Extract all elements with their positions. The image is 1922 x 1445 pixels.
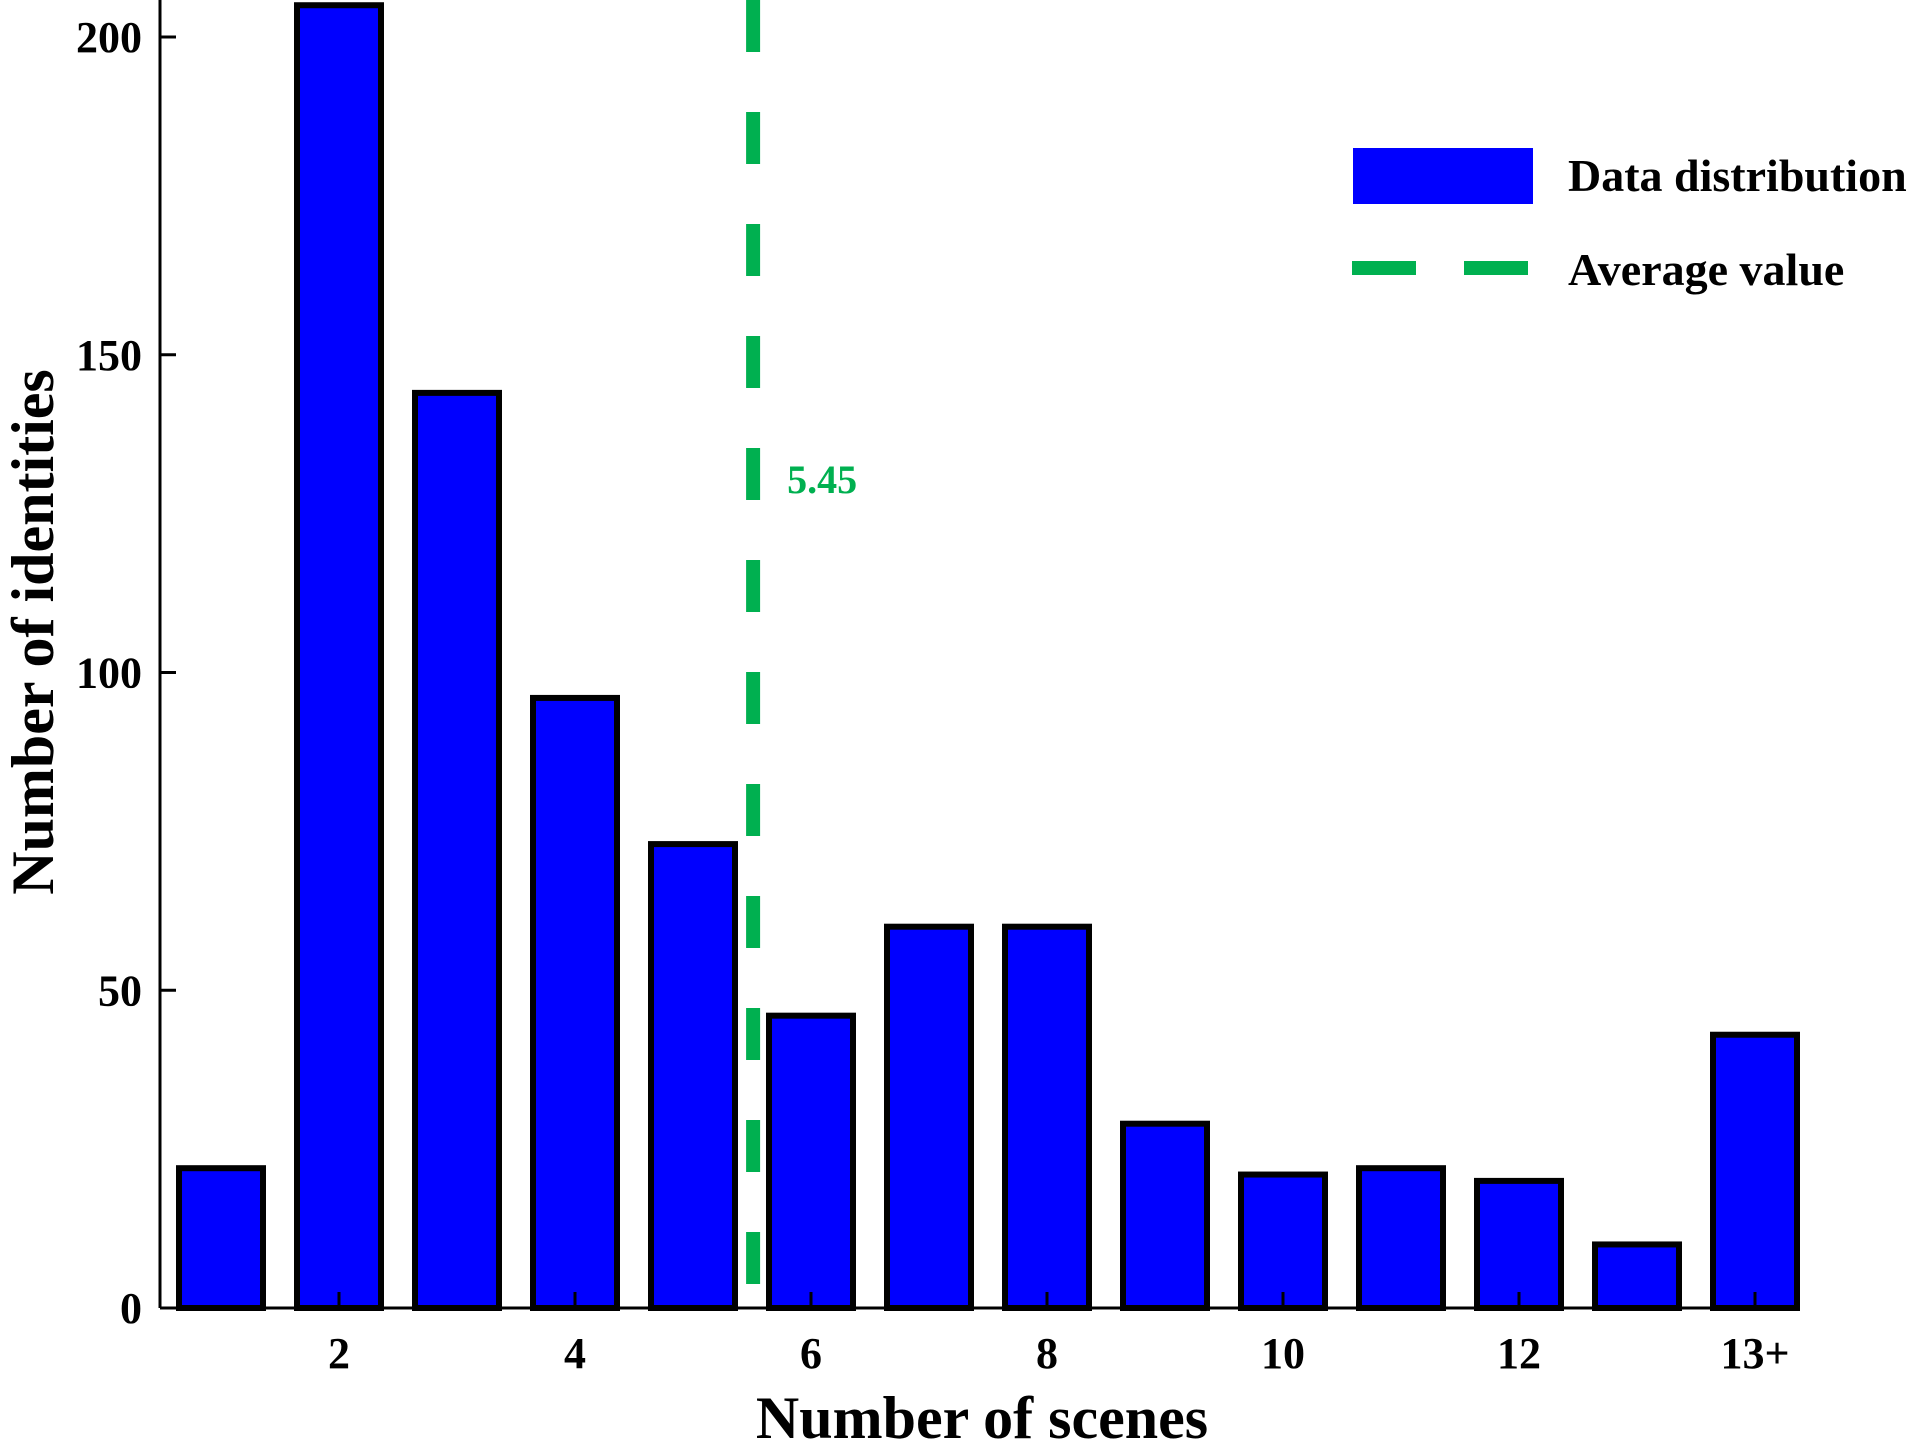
bar-10: [1238, 1171, 1328, 1312]
y-tick-label-0: 0: [120, 1284, 142, 1333]
y-tick-label-200: 200: [76, 13, 142, 62]
bar-11: [1356, 1165, 1446, 1311]
bar-12: [1474, 1177, 1564, 1312]
bar-3: [412, 389, 502, 1311]
y-tick-label-100: 100: [76, 649, 142, 698]
x-tick-label-6: 6: [800, 1329, 822, 1378]
bar-4: [530, 694, 620, 1311]
legend-label-average-value: Average value: [1568, 244, 1844, 295]
bar-7: [884, 923, 974, 1311]
bars-layer: [176, 2, 1800, 1312]
axes-layer: [158, 0, 1800, 1310]
bar-2: [294, 2, 384, 1312]
y-tick-label-150: 150: [76, 331, 142, 380]
average-line-layer: 5.45: [746, 0, 857, 1298]
bar-1: [176, 1165, 266, 1311]
average-value-label: 5.45: [787, 457, 857, 502]
bar-9: [1120, 1120, 1210, 1311]
y-ticks-layer: 0 50 100 150 200: [76, 13, 176, 1333]
x-axis-label: Number of scenes: [756, 1385, 1208, 1440]
x-tick-label-2: 2: [328, 1329, 350, 1378]
bar-13+: [1710, 1031, 1800, 1311]
x-tick-label-10: 10: [1261, 1329, 1305, 1378]
bar-5: [648, 841, 738, 1312]
bar-6: [766, 1012, 856, 1311]
y-axis-label: Number of identities: [0, 369, 66, 895]
x-tick-label-8: 8: [1036, 1329, 1058, 1378]
bar-13: [1592, 1241, 1682, 1311]
x-tick-label-4: 4: [564, 1329, 586, 1378]
x-ticks-layer: 2 4 6 8 10 12 13+: [328, 1292, 1790, 1378]
legend-label-data-distribution: Data distribution: [1568, 150, 1907, 201]
legend: Data distribution Average value: [1352, 148, 1907, 295]
bar-8: [1002, 923, 1092, 1311]
y-tick-label-50: 50: [98, 966, 142, 1015]
x-tick-label-12: 12: [1497, 1329, 1541, 1378]
legend-swatch-bar: [1353, 148, 1533, 204]
x-tick-label-13+: 13+: [1720, 1329, 1789, 1378]
